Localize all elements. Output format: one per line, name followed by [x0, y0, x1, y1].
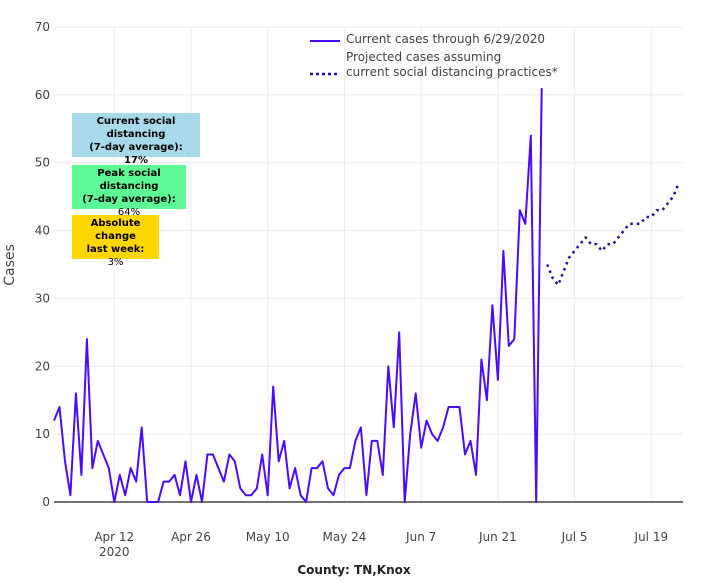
x-tick-label: Jul 5 — [561, 530, 588, 544]
x-tick-label: Jun 21 — [478, 530, 517, 544]
annotation-title: Absolute change — [90, 218, 141, 242]
x-axis-title: County: TN,Knox — [297, 563, 411, 577]
y-tick-label: 70 — [35, 20, 50, 34]
projected-cases-line — [546, 182, 680, 287]
annotation-value: 64% — [117, 207, 141, 218]
annotation-title: Current social distancing — [96, 116, 176, 140]
annotation-value: 3% — [107, 257, 124, 268]
x-tick-label: Apr 12 — [94, 530, 134, 544]
x-tick-label: Apr 26 — [171, 530, 211, 544]
annotation-subtitle: last week: — [86, 244, 145, 255]
legend-item-projected[interactable]: Projected cases assuming current social … — [310, 50, 558, 80]
y-axis-title: Cases — [2, 244, 18, 286]
current-distancing-annotation: Current social distancing (7-day average… — [72, 113, 200, 166]
y-tick-label: 50 — [35, 156, 50, 170]
peak-distancing-annotation: Peak social distancing (7-day average): … — [72, 165, 186, 218]
legend: Current cases through 6/29/2020 Projecte… — [310, 32, 558, 83]
legend-label-current: Current cases through 6/29/2020 — [346, 32, 546, 46]
x-tick-label: May 24 — [322, 530, 366, 544]
y-tick-label: 40 — [35, 224, 50, 238]
y-tick-label: 30 — [35, 291, 50, 305]
absolute-change-annotation: Absolute change last week: 3% — [72, 215, 159, 268]
x-tick-label: May 10 — [246, 530, 290, 544]
legend-label-projected-2: current social distancing practices* — [346, 65, 558, 79]
y-tick-label: 0 — [42, 495, 50, 509]
legend-item-current[interactable]: Current cases through 6/29/2020 — [310, 32, 558, 47]
y-tick-label: 10 — [35, 427, 50, 441]
x-tick-label: Jun 7 — [405, 530, 436, 544]
dotted-line-swatch-icon — [310, 72, 340, 76]
y-tick-label: 20 — [35, 359, 50, 373]
solid-line-swatch-icon — [310, 40, 340, 42]
annotation-subtitle: (7-day average): — [82, 194, 176, 205]
x-tick-label: Jul 19 — [634, 530, 669, 544]
annotation-value: 17% — [124, 155, 148, 166]
annotation-subtitle: (7-day average): — [89, 142, 183, 153]
legend-label-projected-1: Projected cases assuming — [346, 50, 502, 64]
annotation-title: Peak social distancing — [97, 168, 161, 192]
x-tick-sublabel: 2020 — [99, 545, 130, 559]
current-cases-line — [53, 88, 543, 503]
y-tick-label: 60 — [35, 88, 50, 102]
